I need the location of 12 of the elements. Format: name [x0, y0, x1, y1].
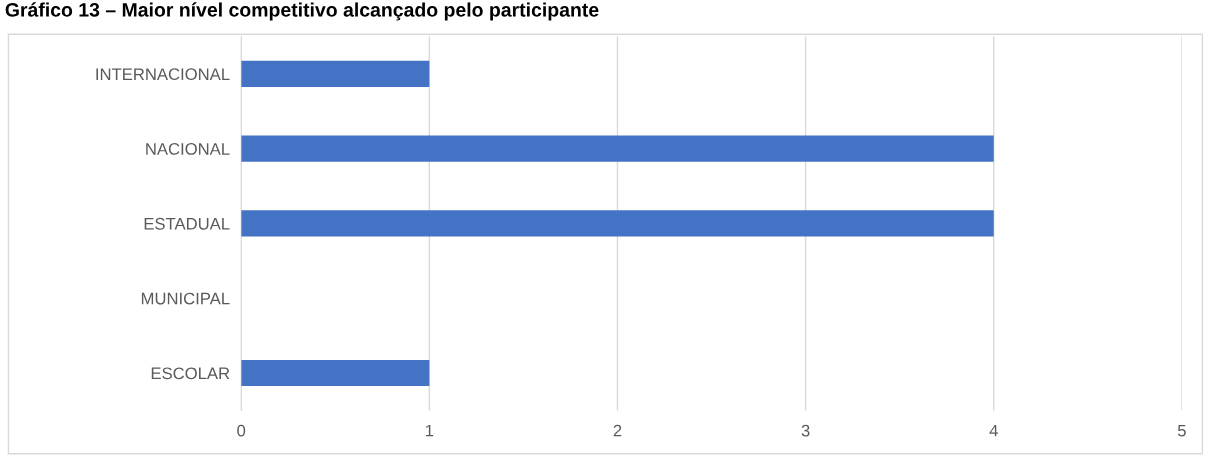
x-tick-label: 4	[989, 424, 998, 437]
x-tick-label: 0	[237, 424, 246, 437]
x-tick-label: 1	[425, 424, 434, 437]
y-tick-label: INTERNACIONAL	[96, 68, 230, 81]
x-tick-label: 2	[613, 424, 622, 437]
chart-title: Gráfico 13 – Maior nível competitivo alcançado pelo participante	[5, 2, 599, 21]
x-tick-label: 5	[1177, 424, 1186, 437]
y-tick-label: ESCOLAR	[151, 367, 230, 380]
x-tick-label: 3	[801, 424, 810, 437]
y-tick-label: NACIONAL	[146, 143, 230, 155]
y-tick-label: MUNICIPAL	[141, 292, 230, 305]
y-tick-label: ESTADUAL	[144, 217, 230, 230]
